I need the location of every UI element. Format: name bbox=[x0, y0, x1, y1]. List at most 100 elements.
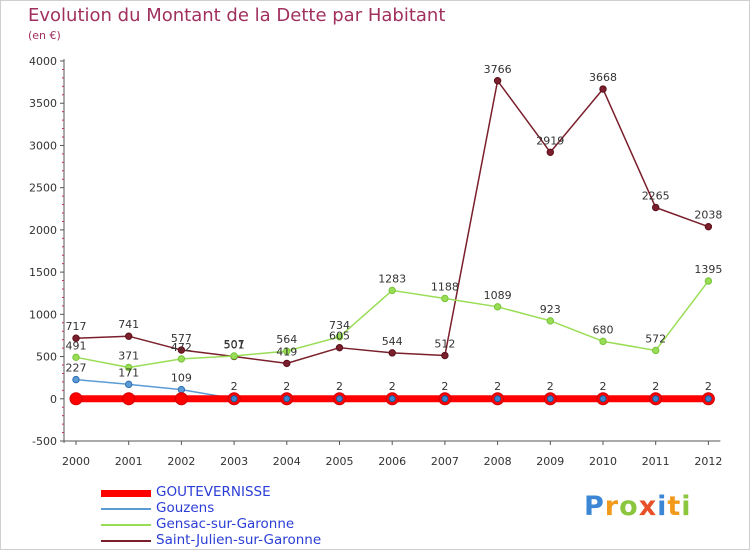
y-tick-label: -500 bbox=[32, 435, 57, 448]
logo-letter: P bbox=[584, 491, 605, 522]
data-point bbox=[283, 359, 291, 368]
data-point bbox=[177, 355, 186, 363]
data-label: 734 bbox=[329, 319, 350, 332]
data-label: 371 bbox=[118, 349, 139, 362]
data-point bbox=[441, 294, 449, 303]
y-tick-label: 3000 bbox=[29, 139, 57, 152]
data-point bbox=[125, 380, 133, 389]
x-tick-label: 2011 bbox=[642, 455, 670, 468]
data-label: 1283 bbox=[378, 272, 406, 285]
data-point bbox=[388, 395, 396, 403]
data-point bbox=[72, 353, 80, 362]
y-tick-label: 1000 bbox=[29, 308, 57, 321]
data-label: 472 bbox=[171, 341, 192, 354]
data-point bbox=[599, 337, 607, 346]
data-point bbox=[546, 317, 554, 325]
line-chart: -500 0 500 1000 1500 2000 2500 3000 3500 4000 2000… bbox=[29, 55, 722, 468]
y-tick-label: 1500 bbox=[29, 266, 57, 279]
data-label: 2 bbox=[705, 380, 712, 393]
data-label: 2 bbox=[494, 380, 501, 393]
data-label: 3668 bbox=[589, 71, 617, 84]
data-label: 171 bbox=[118, 366, 139, 379]
y-tick-label: 4000 bbox=[29, 55, 57, 68]
data-point bbox=[704, 395, 712, 403]
data-label: 2 bbox=[441, 380, 448, 393]
x-tick-label: 2002 bbox=[167, 455, 195, 468]
data-label: 564 bbox=[276, 333, 297, 346]
data-point bbox=[388, 286, 396, 295]
chart-title: Evolution du Montant de la Dette par Hab… bbox=[28, 5, 446, 26]
logo-letter: i bbox=[681, 491, 692, 522]
series-line-saint-julien-sur-garonne bbox=[75, 80, 709, 365]
data-label: 3766 bbox=[484, 63, 512, 76]
data-point bbox=[125, 363, 133, 372]
data-point bbox=[177, 385, 186, 394]
x-tick-label: 2001 bbox=[115, 455, 143, 468]
logo-letter: t bbox=[667, 491, 682, 522]
data-label: 1089 bbox=[484, 289, 512, 302]
data-point bbox=[336, 395, 343, 403]
data-label: 2 bbox=[283, 380, 290, 393]
data-label: 2 bbox=[231, 380, 238, 393]
data-point bbox=[652, 395, 660, 403]
data-label: 2 bbox=[652, 380, 659, 393]
y-tick-label: 2000 bbox=[29, 224, 57, 237]
data-label: 419 bbox=[276, 345, 297, 358]
x-tick-label: 2005 bbox=[326, 455, 354, 468]
legend-swatch bbox=[101, 490, 151, 497]
data-label: 512 bbox=[434, 338, 455, 351]
data-point bbox=[230, 352, 238, 360]
data-point bbox=[493, 77, 502, 85]
logo-letter: o bbox=[619, 491, 639, 522]
data-point bbox=[493, 303, 502, 311]
data-label: 605 bbox=[329, 330, 350, 343]
data-point bbox=[704, 277, 713, 285]
data-point bbox=[494, 395, 502, 403]
data-point bbox=[230, 395, 238, 403]
logo-letter: i bbox=[657, 491, 668, 522]
data-label: 1188 bbox=[431, 280, 459, 293]
data-point bbox=[599, 395, 607, 403]
data-point bbox=[704, 222, 713, 231]
data-point bbox=[335, 343, 344, 352]
legend-label: Gensac-sur-Garonne bbox=[156, 516, 295, 532]
legend-swatch bbox=[101, 508, 151, 510]
data-point bbox=[652, 346, 660, 355]
y-tick-label: 3500 bbox=[29, 97, 57, 110]
data-label: 2265 bbox=[642, 190, 670, 203]
data-label: 577 bbox=[171, 332, 192, 345]
data-label: 227 bbox=[66, 362, 87, 375]
logo-letter: x bbox=[638, 491, 658, 522]
data-point bbox=[283, 347, 291, 355]
data-label: 2 bbox=[600, 380, 607, 393]
data-point bbox=[122, 392, 136, 406]
x-tick-label: 2008 bbox=[484, 455, 512, 468]
legend-swatch bbox=[101, 540, 151, 542]
data-point bbox=[599, 85, 607, 93]
proxiti-logo: Proxiti bbox=[584, 491, 692, 522]
data-point bbox=[72, 375, 80, 384]
data-label: 923 bbox=[540, 303, 561, 316]
x-tick-label: 2003 bbox=[220, 455, 248, 468]
data-point bbox=[546, 148, 554, 156]
data-point bbox=[69, 392, 83, 406]
data-point bbox=[546, 395, 554, 403]
data-label: 544 bbox=[382, 335, 403, 348]
x-tick-label: 2009 bbox=[536, 455, 564, 468]
data-label: 572 bbox=[645, 332, 666, 345]
legend-swatch bbox=[101, 524, 151, 526]
data-label: 109 bbox=[171, 372, 192, 385]
data-label: 717 bbox=[66, 320, 87, 333]
data-point bbox=[335, 333, 344, 341]
data-point bbox=[174, 392, 188, 406]
x-tick-label: 2007 bbox=[431, 455, 459, 468]
data-label: 2 bbox=[389, 380, 396, 393]
legend-label: Saint-Julien-sur-Garonne bbox=[156, 532, 322, 548]
x-tick-label: 2012 bbox=[694, 455, 722, 468]
legend-label: Gouzens bbox=[156, 500, 215, 516]
y-tick-label: 2500 bbox=[29, 182, 57, 195]
data-label: 2 bbox=[547, 380, 554, 393]
data-point bbox=[652, 203, 660, 212]
data-label: 491 bbox=[66, 339, 87, 352]
